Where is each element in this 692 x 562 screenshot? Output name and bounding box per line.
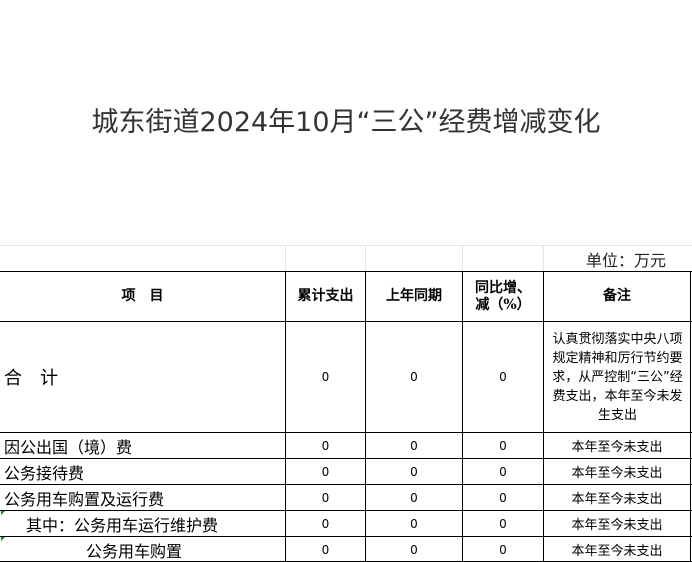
row-note: 本年至今未支出	[571, 544, 663, 559]
header-yoy: 同比增、 减（%）	[463, 272, 543, 321]
row-cumulative: 0	[321, 438, 330, 453]
gridline	[285, 245, 286, 271]
row-yoy: 0	[499, 464, 507, 479]
row-last-year: 0	[410, 516, 418, 531]
row-note: 本年至今未支出	[571, 466, 663, 481]
cell-comment-marker	[1, 511, 5, 515]
border	[543, 271, 544, 562]
row-label: 公务接待费	[4, 463, 85, 483]
gridline	[543, 245, 544, 271]
header-yoy-line1: 同比增、	[475, 279, 531, 296]
row-last-year: 0	[410, 542, 418, 557]
row-last-year: 0	[410, 490, 418, 505]
header-cumulative: 累计支出	[297, 288, 354, 304]
row-cumulative: 0	[321, 542, 330, 557]
border	[0, 458, 692, 459]
border	[0, 271, 692, 272]
row-note: 本年至今未支出	[571, 492, 663, 507]
row-label: 公务用车购置及运行费	[4, 489, 165, 509]
row-cumulative: 0	[321, 490, 330, 505]
row-label: 其中：公务用车运行维护费	[26, 515, 219, 535]
border	[0, 536, 692, 537]
header-note: 备注	[603, 288, 631, 304]
border	[462, 271, 463, 562]
row-yoy: 0	[499, 542, 507, 557]
header-last-year: 上年同期	[386, 288, 442, 304]
border	[690, 271, 691, 562]
row-yoy: 0	[499, 490, 507, 505]
row-yoy: 0	[499, 516, 507, 531]
row-yoy: 0	[499, 438, 507, 453]
row-label: 因公出国（境）费	[4, 437, 133, 457]
row-last-year: 0	[410, 464, 418, 479]
total-yoy: 0	[499, 370, 507, 384]
border	[0, 510, 692, 511]
border	[365, 271, 366, 562]
unit-label: 单位：万元	[585, 250, 666, 270]
total-note: 认真贯彻落实中央八项规定精神和厉行节约要求，从严控制“三公”经费支出，本年至今未…	[552, 331, 683, 423]
cell-comment-marker	[1, 537, 5, 541]
row-label: 公务用车购置	[86, 541, 183, 561]
row-note: 本年至今未支出	[571, 518, 663, 533]
border	[285, 271, 286, 562]
border	[0, 432, 692, 433]
gridline	[0, 245, 692, 246]
total-cumulative: 0	[321, 370, 330, 384]
row-note: 本年至今未支出	[571, 440, 663, 455]
gridline	[462, 245, 463, 271]
total-last-year: 0	[410, 370, 418, 384]
row-cumulative: 0	[321, 464, 330, 479]
gridline	[365, 245, 366, 271]
border	[0, 484, 692, 485]
header-yoy-line2: 减（%）	[475, 296, 531, 313]
header-item: 项 目	[121, 288, 164, 304]
total-label: 合 计	[4, 368, 58, 389]
row-cumulative: 0	[321, 516, 330, 531]
border	[0, 321, 692, 322]
row-last-year: 0	[410, 438, 418, 453]
page-title: 城东街道2024年10月“三公”经费增减变化	[91, 107, 601, 138]
